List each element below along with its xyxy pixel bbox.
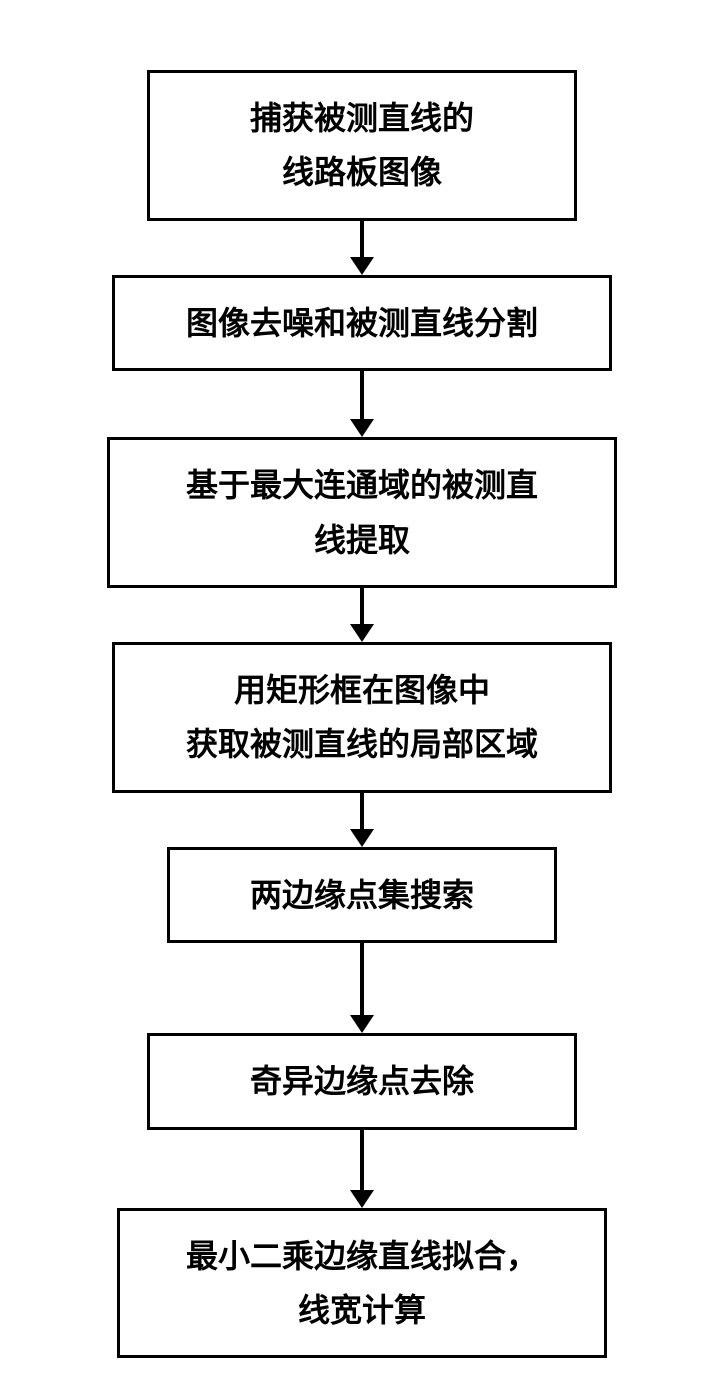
arrow-head-icon (350, 1015, 374, 1033)
flowchart-step-3: 基于最大连通域的被测直 线提取 (107, 437, 617, 588)
flowchart-step-4: 用矩形框在图像中 获取被测直线的局部区域 (112, 642, 612, 793)
step-text-line: 线宽计算 (298, 1283, 426, 1337)
arrow-line (360, 371, 364, 419)
arrow-head-icon (350, 624, 374, 642)
step-text-line: 线提取 (314, 513, 410, 567)
flowchart-step-6: 奇异边缘点去除 (147, 1033, 577, 1129)
flowchart-step-5: 两边缘点集搜索 (167, 847, 557, 943)
arrow-head-icon (350, 829, 374, 847)
arrow-line (360, 588, 364, 624)
arrow-line (360, 793, 364, 829)
arrow-line (360, 943, 364, 1015)
step-text-line: 奇异边缘点去除 (250, 1054, 474, 1108)
step-text-line: 图像去噪和被测直线分割 (186, 296, 538, 350)
step-text-line: 最小二乘边缘直线拟合， (186, 1229, 538, 1283)
flowchart-arrow (350, 371, 374, 437)
step-text-line: 线路板图像 (282, 145, 442, 199)
flowchart-step-1: 捕获被测直线的 线路板图像 (147, 70, 577, 221)
flowchart-arrow (350, 943, 374, 1033)
flowchart-arrow (350, 1130, 374, 1208)
flowchart-arrow (350, 588, 374, 642)
flowchart-step-7: 最小二乘边缘直线拟合， 线宽计算 (117, 1208, 607, 1359)
step-text-line: 捕获被测直线的 (250, 91, 474, 145)
step-text-line: 两边缘点集搜索 (250, 868, 474, 922)
flowchart-arrow (350, 793, 374, 847)
arrow-head-icon (350, 1190, 374, 1208)
flowchart-step-2: 图像去噪和被测直线分割 (112, 275, 612, 371)
step-text-line: 基于最大连通域的被测直 (186, 458, 538, 512)
arrow-head-icon (350, 257, 374, 275)
flowchart-container: 捕获被测直线的 线路板图像 图像去噪和被测直线分割 基于最大连通域的被测直 线提… (107, 70, 617, 1358)
step-text-line: 用矩形框在图像中 (234, 663, 490, 717)
arrow-head-icon (350, 419, 374, 437)
step-text-line: 获取被测直线的局部区域 (186, 717, 538, 771)
arrow-line (360, 221, 364, 257)
flowchart-arrow (350, 221, 374, 275)
arrow-line (360, 1130, 364, 1190)
